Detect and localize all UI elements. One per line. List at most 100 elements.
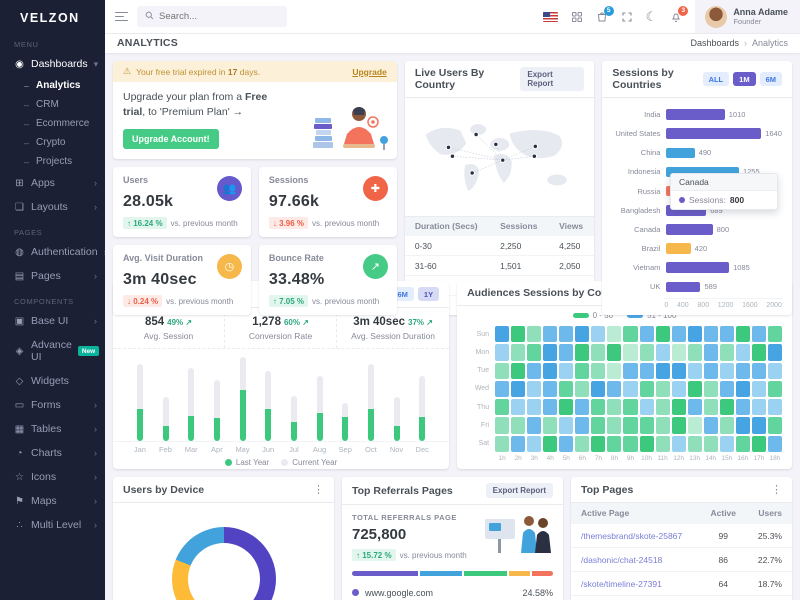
heatmap-cell[interactable] <box>655 326 670 343</box>
heatmap-cell[interactable] <box>559 362 574 379</box>
heatmap-cell[interactable] <box>575 362 590 379</box>
heatmap-cell[interactable] <box>543 399 558 416</box>
fullscreen-icon[interactable] <box>621 11 633 23</box>
heatmap-cell[interactable] <box>703 435 718 452</box>
heatmap-cell[interactable] <box>751 417 766 434</box>
heatmap-cell[interactable] <box>639 326 654 343</box>
sidebar-subitem-crm[interactable]: CRM <box>0 95 105 114</box>
heatmap-cell[interactable] <box>495 344 510 361</box>
filter-button-6m[interactable]: 6M <box>391 287 414 301</box>
heatmap-cell[interactable] <box>671 344 686 361</box>
heatmap-cell[interactable] <box>511 380 526 398</box>
heatmap-cell[interactable] <box>735 435 750 452</box>
heatmap-cell[interactable] <box>591 399 606 416</box>
heatmap-cell[interactable] <box>495 326 510 343</box>
heatmap-cell[interactable] <box>735 326 750 343</box>
sidebar-item-base-ui[interactable]: ▣ Base UI › <box>0 309 105 333</box>
heatmap-cell[interactable] <box>671 435 686 452</box>
export-report-button[interactable]: Export Report <box>520 67 585 91</box>
heatmap-cell[interactable] <box>575 344 590 361</box>
sidebar-item-authentication[interactable]: ◍ Authentication › <box>0 240 105 264</box>
brand-logo[interactable]: VELZON <box>20 11 80 25</box>
heatmap-cell[interactable] <box>671 380 686 398</box>
heatmap-cell[interactable] <box>687 344 702 361</box>
heatmap-cell[interactable] <box>559 344 574 361</box>
page-link[interactable]: /themesbrand/skote-25867 <box>581 530 683 541</box>
sidebar-item-widgets[interactable]: ◇ Widgets <box>0 369 105 393</box>
heatmap-cell[interactable] <box>559 380 574 398</box>
heatmap-cell[interactable] <box>527 399 542 416</box>
notifications-bell-icon[interactable]: 3 <box>670 5 689 23</box>
heatmap-cell[interactable] <box>687 380 702 398</box>
heatmap-cell[interactable] <box>607 362 622 379</box>
heatmap-cell[interactable] <box>735 417 750 434</box>
heatmap-cell[interactable] <box>623 417 638 434</box>
heatmap-cell[interactable] <box>591 380 606 398</box>
heatmap-cell[interactable] <box>559 399 574 416</box>
heatmap-cell[interactable] <box>559 417 574 434</box>
sidebar-item-icons[interactable]: ☆ Icons › <box>0 465 105 489</box>
heatmap-cell[interactable] <box>751 380 766 398</box>
heatmap-cell[interactable] <box>511 326 526 343</box>
sidebar-item-tables[interactable]: ▦ Tables › <box>0 417 105 441</box>
heatmap-cell[interactable] <box>559 435 574 452</box>
heatmap-cell[interactable] <box>703 380 718 398</box>
sidebar-subitem-crypto[interactable]: Crypto <box>0 133 105 152</box>
heatmap-cell[interactable] <box>655 362 670 379</box>
sidebar-item-multi-level[interactable]: ∴ Multi Level › <box>0 513 105 537</box>
heatmap-cell[interactable] <box>735 344 750 361</box>
heatmap-cell[interactable] <box>687 399 702 416</box>
heatmap-cell[interactable] <box>511 362 526 379</box>
heatmap-cell[interactable] <box>719 344 734 361</box>
heatmap-cell[interactable] <box>607 417 622 434</box>
heatmap-cell[interactable] <box>623 380 638 398</box>
heatmap-cell[interactable] <box>719 362 734 379</box>
heatmap-cell[interactable] <box>543 380 558 398</box>
heatmap-cell[interactable] <box>495 417 510 434</box>
heatmap-cell[interactable] <box>623 326 638 343</box>
filter-button-all[interactable]: ALL <box>702 72 730 86</box>
heatmap-cell[interactable] <box>591 417 606 434</box>
heatmap-cell[interactable] <box>575 326 590 343</box>
heatmap-cell[interactable] <box>527 344 542 361</box>
heatmap-cell[interactable] <box>591 344 606 361</box>
more-options-icon[interactable]: ⋮ <box>771 484 782 496</box>
sidebar-subitem-analytics[interactable]: Analytics <box>0 76 105 95</box>
sidebar-subitem-projects[interactable]: Projects <box>0 152 105 171</box>
heatmap-cell[interactable] <box>495 362 510 379</box>
heatmap-cell[interactable] <box>639 344 654 361</box>
heatmap-cell[interactable] <box>591 362 606 379</box>
heatmap-cell[interactable] <box>703 417 718 434</box>
heatmap-cell[interactable] <box>527 326 542 343</box>
heatmap-cell[interactable] <box>527 435 542 452</box>
heatmap-cell[interactable] <box>767 435 782 452</box>
heatmap-cell[interactable] <box>527 380 542 398</box>
heatmap-cell[interactable] <box>719 326 734 343</box>
heatmap-cell[interactable] <box>735 362 750 379</box>
heatmap-cell[interactable] <box>767 417 782 434</box>
heatmap-cell[interactable] <box>575 435 590 452</box>
heatmap-cell[interactable] <box>543 344 558 361</box>
heatmap-cell[interactable] <box>511 435 526 452</box>
heatmap-cell[interactable] <box>719 417 734 434</box>
heatmap-cell[interactable] <box>703 344 718 361</box>
heatmap-cell[interactable] <box>495 380 510 398</box>
sidebar-item-charts[interactable]: ◔ Charts › <box>0 441 105 465</box>
heatmap-cell[interactable] <box>575 417 590 434</box>
heatmap-cell[interactable] <box>719 435 734 452</box>
heatmap-cell[interactable] <box>671 362 686 379</box>
heatmap-cell[interactable] <box>639 362 654 379</box>
heatmap-cell[interactable] <box>703 362 718 379</box>
heatmap-cell[interactable] <box>687 362 702 379</box>
heatmap-cell[interactable] <box>623 362 638 379</box>
page-link[interactable]: /dashonic/chat-24518 <box>581 554 663 565</box>
upgrade-link[interactable]: Upgrade <box>352 66 387 77</box>
heatmap-cell[interactable] <box>511 399 526 416</box>
heatmap-cell[interactable] <box>623 399 638 416</box>
heatmap-cell[interactable] <box>719 399 734 416</box>
heatmap-cell[interactable] <box>735 380 750 398</box>
heatmap-cell[interactable] <box>751 435 766 452</box>
heatmap-cell[interactable] <box>751 326 766 343</box>
heatmap-cell[interactable] <box>543 362 558 379</box>
search-box[interactable] <box>137 6 287 27</box>
